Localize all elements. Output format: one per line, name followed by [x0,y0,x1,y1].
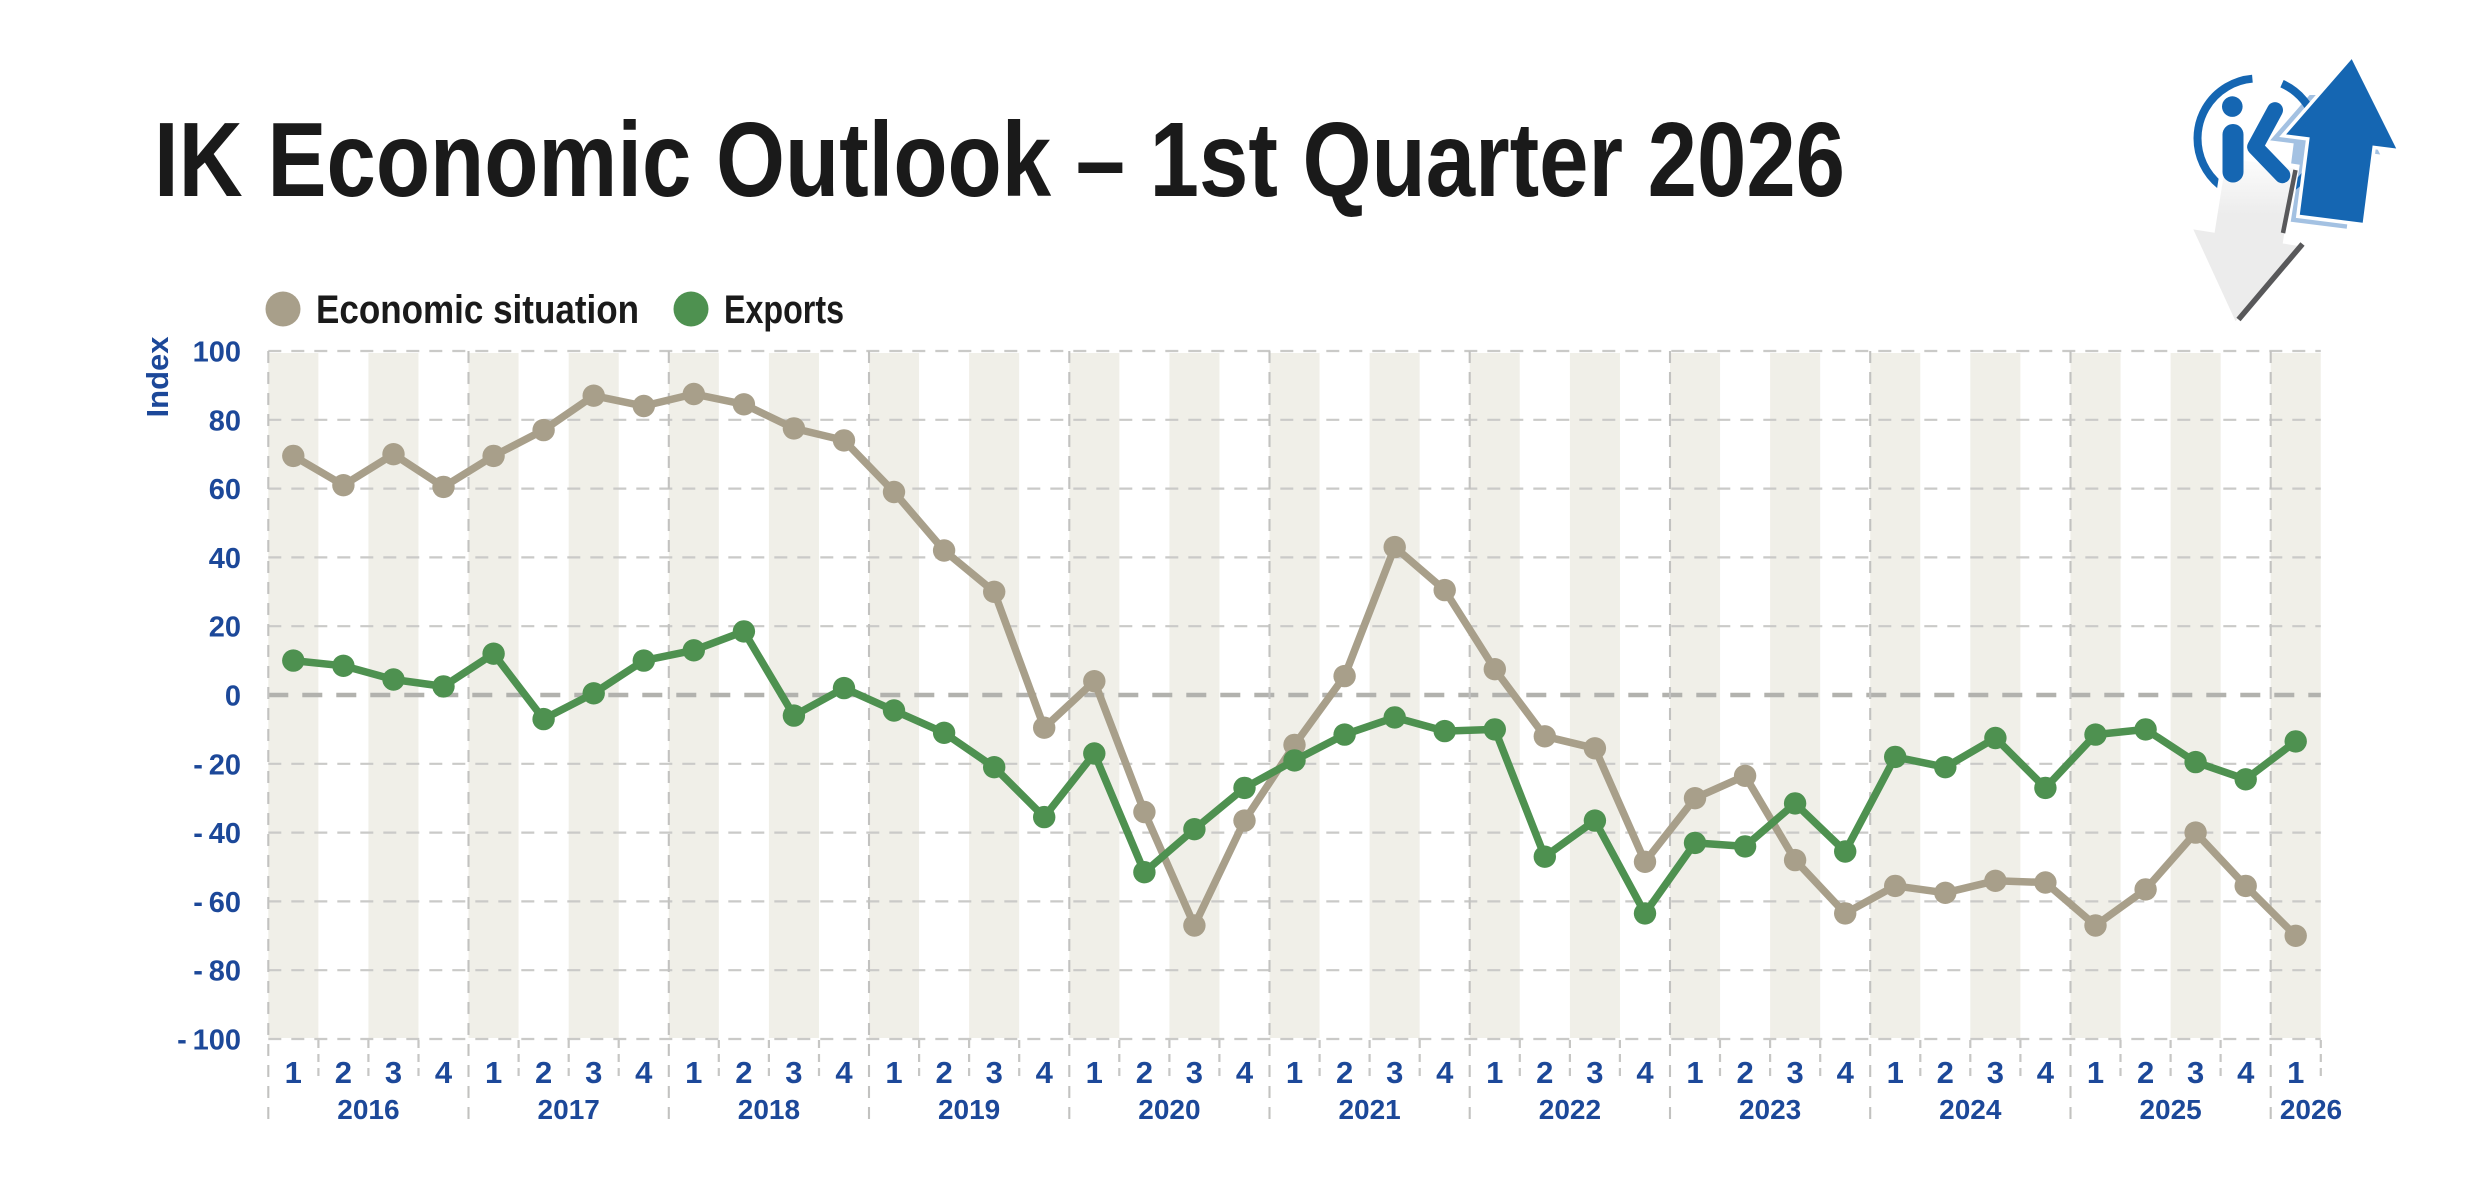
svg-text:4: 4 [1636,1055,1654,1090]
svg-text:0: 0 [225,681,241,713]
svg-text:1: 1 [1887,1055,1904,1090]
svg-text:2: 2 [1937,1055,1954,1090]
svg-text:- 40: - 40 [193,818,241,850]
svg-text:20: 20 [209,612,241,644]
svg-text:IK Economic Outlook – 1st Quar: IK Economic Outlook – 1st Quarter 2026 [154,101,1845,219]
svg-text:3: 3 [1786,1055,1803,1090]
svg-text:3: 3 [986,1055,1003,1090]
svg-text:4: 4 [1036,1055,1054,1090]
svg-text:3: 3 [1186,1055,1203,1090]
svg-text:3: 3 [385,1055,402,1090]
svg-text:3: 3 [1586,1055,1603,1090]
svg-text:Exports: Exports [724,288,844,332]
svg-text:3: 3 [2187,1055,2204,1090]
svg-text:1: 1 [1086,1055,1103,1090]
svg-text:4: 4 [1236,1055,1254,1090]
svg-text:2016: 2016 [337,1094,399,1125]
svg-text:3: 3 [1987,1055,2004,1090]
svg-text:100: 100 [193,337,241,369]
svg-text:4: 4 [1436,1055,1454,1090]
svg-text:4: 4 [435,1055,453,1090]
svg-text:60: 60 [209,474,241,506]
svg-text:4: 4 [2237,1055,2255,1090]
svg-text:- 60: - 60 [193,887,241,919]
svg-text:2: 2 [1136,1055,1153,1090]
svg-text:80: 80 [209,405,241,437]
svg-text:2023: 2023 [1739,1094,1801,1125]
svg-text:1: 1 [285,1055,302,1090]
svg-text:1: 1 [2087,1055,2104,1090]
svg-text:1: 1 [1286,1055,1303,1090]
svg-text:Economic situation: Economic situation [316,288,639,332]
svg-text:- 80: - 80 [193,956,241,988]
svg-text:2019: 2019 [938,1094,1000,1125]
svg-text:2022: 2022 [1539,1094,1601,1125]
svg-text:3: 3 [585,1055,602,1090]
svg-text:2020: 2020 [1138,1094,1200,1125]
svg-text:2: 2 [1336,1055,1353,1090]
svg-text:3: 3 [785,1055,802,1090]
svg-text:1: 1 [1686,1055,1703,1090]
svg-text:2024: 2024 [1939,1094,2002,1125]
svg-text:2: 2 [935,1055,952,1090]
svg-text:2021: 2021 [1338,1094,1400,1125]
svg-text:1: 1 [485,1055,502,1090]
svg-text:3: 3 [1386,1055,1403,1090]
svg-text:4: 4 [2037,1055,2055,1090]
svg-text:2: 2 [535,1055,552,1090]
svg-text:1: 1 [2287,1055,2304,1090]
svg-text:40: 40 [209,543,241,575]
svg-text:2: 2 [335,1055,352,1090]
svg-text:2017: 2017 [538,1094,600,1125]
svg-text:2026: 2026 [2280,1094,2342,1125]
svg-text:4: 4 [835,1055,853,1090]
svg-text:Index: Index [140,336,175,418]
svg-text:2: 2 [1536,1055,1553,1090]
svg-text:2: 2 [2137,1055,2154,1090]
svg-text:1: 1 [1486,1055,1503,1090]
svg-text:- 100: - 100 [177,1025,241,1057]
svg-text:1: 1 [885,1055,902,1090]
svg-text:2: 2 [735,1055,752,1090]
svg-text:4: 4 [1837,1055,1855,1090]
svg-text:- 20: - 20 [193,749,241,781]
svg-text:2018: 2018 [738,1094,800,1125]
svg-text:1: 1 [685,1055,702,1090]
svg-text:2025: 2025 [2139,1094,2201,1125]
svg-text:2: 2 [1736,1055,1753,1090]
svg-text:4: 4 [635,1055,653,1090]
